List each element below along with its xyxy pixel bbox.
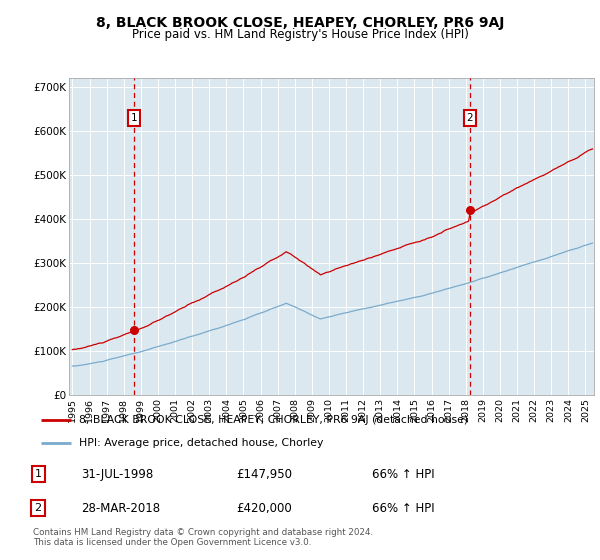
- Text: 8, BLACK BROOK CLOSE, HEAPEY, CHORLEY, PR6 9AJ: 8, BLACK BROOK CLOSE, HEAPEY, CHORLEY, P…: [96, 16, 504, 30]
- Text: 8, BLACK BROOK CLOSE, HEAPEY, CHORLEY, PR6 9AJ (detached house): 8, BLACK BROOK CLOSE, HEAPEY, CHORLEY, P…: [79, 415, 468, 425]
- Text: 28-MAR-2018: 28-MAR-2018: [82, 502, 161, 515]
- Text: 1: 1: [130, 113, 137, 123]
- Text: 1: 1: [35, 469, 41, 479]
- Text: Contains HM Land Registry data © Crown copyright and database right 2024.
This d: Contains HM Land Registry data © Crown c…: [33, 528, 373, 547]
- Text: 2: 2: [467, 113, 473, 123]
- Text: 66% ↑ HPI: 66% ↑ HPI: [372, 468, 435, 480]
- Text: HPI: Average price, detached house, Chorley: HPI: Average price, detached house, Chor…: [79, 438, 323, 448]
- Text: 2: 2: [35, 503, 42, 513]
- Text: £147,950: £147,950: [236, 468, 292, 480]
- Text: Price paid vs. HM Land Registry's House Price Index (HPI): Price paid vs. HM Land Registry's House …: [131, 28, 469, 41]
- Text: 31-JUL-1998: 31-JUL-1998: [82, 468, 154, 480]
- Text: £420,000: £420,000: [236, 502, 292, 515]
- Text: 66% ↑ HPI: 66% ↑ HPI: [372, 502, 435, 515]
